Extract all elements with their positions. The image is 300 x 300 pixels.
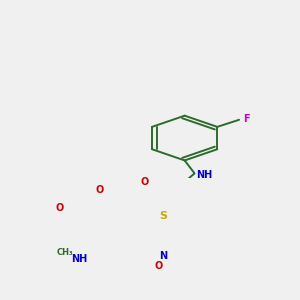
Text: F: F <box>243 114 249 124</box>
Text: N: N <box>159 251 167 261</box>
Text: O: O <box>95 185 103 196</box>
Text: S: S <box>159 211 167 221</box>
Text: NH: NH <box>71 254 87 264</box>
Text: O: O <box>56 203 64 213</box>
Text: CH₃: CH₃ <box>56 248 73 257</box>
Text: O: O <box>141 177 149 187</box>
Text: O: O <box>154 262 163 272</box>
Text: NH: NH <box>196 169 213 180</box>
